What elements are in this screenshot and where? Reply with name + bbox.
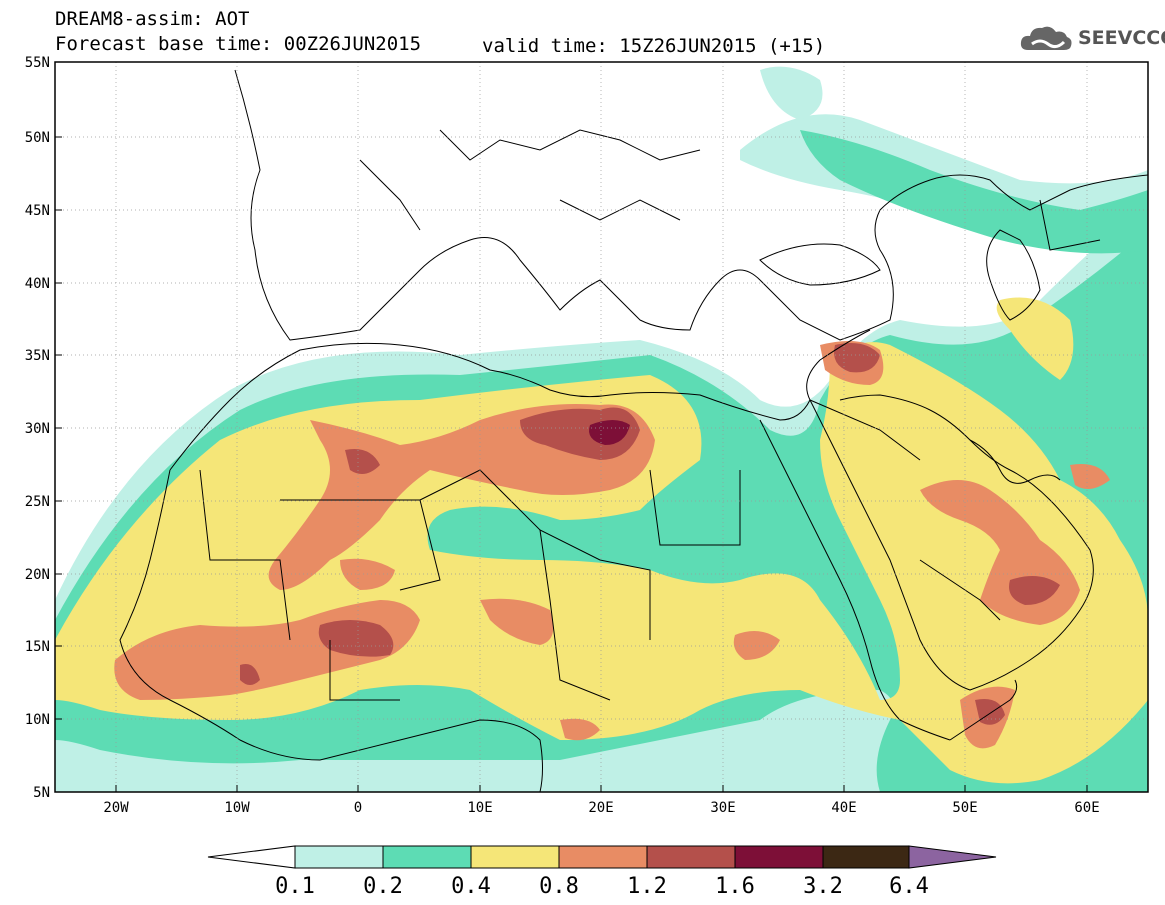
lon-label: 20W bbox=[103, 800, 129, 816]
lat-label: 5N bbox=[33, 785, 50, 801]
lat-label: 55N bbox=[25, 55, 50, 71]
longitude-labels: 20W 10W 0 10E 20E 30E 40E 50E 60E bbox=[103, 800, 1099, 816]
lat-label: 25N bbox=[25, 494, 50, 510]
colorbar-segment bbox=[382, 845, 472, 869]
lat-label: 45N bbox=[25, 203, 50, 219]
colorbar-label: 1.6 bbox=[715, 874, 755, 899]
aot-contours bbox=[55, 62, 1148, 792]
colorbar-segment bbox=[646, 845, 736, 869]
colorbar-label: 6.4 bbox=[889, 874, 929, 899]
colorbar-label: 1.2 bbox=[627, 874, 667, 899]
seevccc-logo: SEEVCCC bbox=[1018, 22, 1165, 54]
colorbar-label: 0.4 bbox=[451, 874, 491, 899]
lon-label: 30E bbox=[710, 800, 735, 816]
colorbar-under-arrow bbox=[207, 845, 296, 869]
lon-label: 10W bbox=[224, 800, 250, 816]
lon-label: 60E bbox=[1074, 800, 1099, 816]
lat-label: 35N bbox=[25, 348, 50, 364]
valid-time: valid time: 15Z26JUN2015 (+15) bbox=[482, 35, 826, 57]
lon-label: 10E bbox=[467, 800, 492, 816]
colorbar-segment bbox=[558, 845, 648, 869]
lat-label: 40N bbox=[25, 276, 50, 292]
colorbar-segment bbox=[822, 845, 910, 869]
colorbar-label: 0.8 bbox=[539, 874, 579, 899]
colorbar: 0.1 0.2 0.4 0.8 1.2 1.6 3.2 6.4 bbox=[207, 845, 997, 899]
lat-label: 15N bbox=[25, 639, 50, 655]
lon-label: 20E bbox=[588, 800, 613, 816]
lat-label: 50N bbox=[25, 130, 50, 146]
colorbar-label: 3.2 bbox=[803, 874, 843, 899]
colorbar-segment bbox=[294, 845, 384, 869]
colorbar-label: 0.1 bbox=[275, 874, 315, 899]
forecast-base-time: Forecast base time: 00Z26JUN2015 bbox=[55, 33, 422, 55]
lon-label: 0 bbox=[354, 800, 362, 816]
colorbar-over-arrow bbox=[908, 845, 997, 869]
logo-text: SEEVCCC bbox=[1078, 27, 1165, 49]
colorbar-segment bbox=[734, 845, 824, 869]
map-title: DREAM8-assim: AOT bbox=[55, 8, 250, 30]
lon-label: 40E bbox=[831, 800, 856, 816]
colorbar-segment bbox=[470, 845, 560, 869]
lon-label: 50E bbox=[952, 800, 977, 816]
latitude-labels: 55N 50N 45N 40N 35N 30N 25N 20N 15N 10N … bbox=[25, 55, 50, 801]
colorbar-label: 0.2 bbox=[363, 874, 403, 899]
cloud-icon bbox=[1020, 26, 1072, 50]
lat-label: 30N bbox=[25, 421, 50, 437]
lat-label: 20N bbox=[25, 567, 50, 583]
lat-label: 10N bbox=[25, 712, 50, 728]
